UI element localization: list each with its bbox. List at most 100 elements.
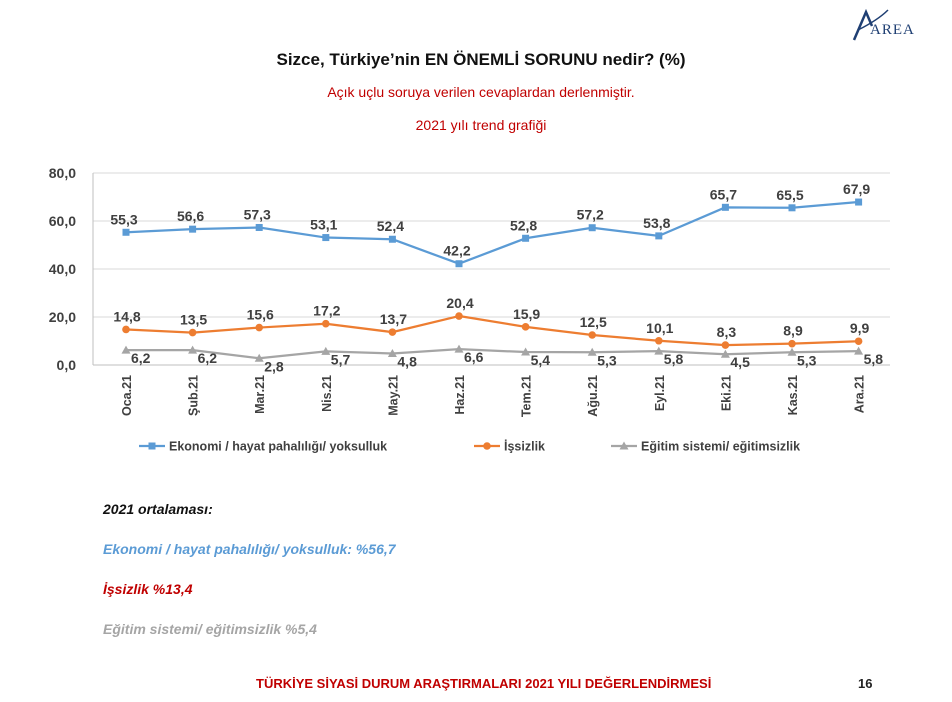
series-marker <box>787 347 797 356</box>
y-tick-label: 40,0 <box>49 261 76 277</box>
x-tick-label: Mar.21 <box>253 375 267 414</box>
series-marker <box>255 223 263 231</box>
area-logo <box>848 6 928 46</box>
data-label: 65,7 <box>710 186 737 202</box>
data-label: 10,1 <box>646 320 673 336</box>
data-label: 9,9 <box>850 320 870 336</box>
x-tick-label: Ağu.21 <box>586 375 600 417</box>
series-marker <box>121 345 131 354</box>
y-tick-label: 0,0 <box>57 357 77 373</box>
data-label: 20,4 <box>446 295 473 311</box>
series-marker <box>588 224 596 232</box>
data-label: 53,8 <box>643 215 670 231</box>
series-line <box>126 348 859 360</box>
series-marker <box>720 349 730 358</box>
data-label: 8,3 <box>717 324 737 340</box>
data-label: 67,9 <box>843 181 870 197</box>
series-marker <box>387 348 397 357</box>
series-marker <box>854 337 863 346</box>
series-marker <box>788 204 796 212</box>
data-label: 52,4 <box>377 218 404 234</box>
x-tick-label: Şub.21 <box>187 375 201 416</box>
data-label: 6,2 <box>198 350 218 366</box>
series-line <box>125 200 859 265</box>
average-economy: Ekonomi / hayat pahalılığı/ yoksulluk: %… <box>103 541 396 557</box>
x-tick-label: Eki.21 <box>719 375 733 411</box>
y-tick-label: 20,0 <box>49 309 76 325</box>
series-marker <box>188 328 197 337</box>
data-label: 5,7 <box>331 351 351 367</box>
series-marker <box>321 346 331 355</box>
data-label: 65,5 <box>776 187 803 203</box>
series-marker <box>483 442 491 450</box>
series-marker <box>455 260 463 268</box>
data-label: 12,5 <box>580 314 607 330</box>
series-marker <box>521 347 531 356</box>
x-tick-label: Eyl.21 <box>653 375 667 411</box>
data-label: 2,8 <box>264 358 284 374</box>
page-title: Sizce, Türkiye’nin EN ÖNEMLİ SORUNU nedi… <box>276 50 686 69</box>
x-tick-label: May.21 <box>386 375 400 416</box>
series-marker <box>388 235 396 243</box>
series-marker <box>388 328 397 336</box>
series-marker <box>189 225 197 233</box>
series-marker <box>521 323 530 331</box>
series-marker <box>455 312 463 320</box>
data-label: 6,6 <box>464 349 484 365</box>
footer-text: TÜRKİYE SİYASİ DURUM ARAŞTIRMALARI 2021 … <box>256 676 712 691</box>
series-marker <box>255 323 263 332</box>
series-marker <box>655 336 663 345</box>
series-marker <box>788 339 796 348</box>
series-marker <box>588 331 596 339</box>
series-marker <box>122 325 130 334</box>
data-label: 55,3 <box>110 211 137 227</box>
series-marker <box>322 319 330 328</box>
series-marker <box>188 345 198 354</box>
trend-chart: 0,0 20,0 40,0 60,0 80,0 Oca.21 Şub.21 Mar.21 Nis… <box>49 165 890 454</box>
legend-label: Ekonomi / hayat pahalılığı/ yoksulluk <box>169 440 387 454</box>
series-marker <box>254 353 264 362</box>
data-label: 15,6 <box>247 307 274 323</box>
series-marker <box>655 232 663 240</box>
legend-label: İşsizlik <box>504 439 545 454</box>
series-line <box>125 314 859 347</box>
series-marker <box>855 198 863 206</box>
data-label: 4,8 <box>397 353 417 369</box>
series-marker <box>619 441 629 450</box>
x-tick-label: Oca.21 <box>120 375 134 416</box>
x-tick-label: Kas.21 <box>786 375 800 415</box>
area-logo-mark-icon <box>852 8 889 41</box>
data-label: 57,3 <box>244 206 271 222</box>
series-marker <box>854 346 864 355</box>
data-label: 14,8 <box>113 308 140 324</box>
series-marker <box>721 203 729 211</box>
series-marker <box>587 347 597 356</box>
series-marker <box>522 234 530 242</box>
data-label: 42,2 <box>443 243 470 259</box>
data-label: 53,1 <box>310 217 337 233</box>
series-marker <box>122 228 130 236</box>
x-tick-label: Tem.21 <box>520 375 534 417</box>
page-subtitle: Açık uçlu soruya verilen cevaplardan der… <box>327 84 635 100</box>
y-tick-label: 60,0 <box>49 213 76 229</box>
data-label: 6,2 <box>131 350 151 366</box>
data-label: 4,5 <box>730 354 750 370</box>
series-marker <box>654 346 664 355</box>
x-tick-label: Haz.21 <box>453 375 467 415</box>
chart-subtitle: 2021 yılı trend grafiği <box>415 117 547 133</box>
data-label: 17,2 <box>313 303 340 319</box>
x-tick-label: Ara.21 <box>853 375 867 413</box>
data-label: 5,3 <box>797 352 817 368</box>
area-logo-text: AREA <box>870 22 915 38</box>
x-tick-label: Nis.21 <box>320 375 334 412</box>
data-label: 57,2 <box>577 207 604 223</box>
data-label: 15,9 <box>513 306 540 322</box>
y-tick-label: 80,0 <box>49 165 76 181</box>
data-label: 5,3 <box>597 352 617 368</box>
average-education: Eğitim sistemi/ eğitimsizlik %5,4 <box>103 621 317 637</box>
data-label: 52,8 <box>510 217 537 233</box>
series-marker <box>148 442 156 450</box>
data-label: 5,8 <box>864 351 884 367</box>
data-label: 8,9 <box>783 323 803 339</box>
data-label: 5,4 <box>531 352 551 368</box>
